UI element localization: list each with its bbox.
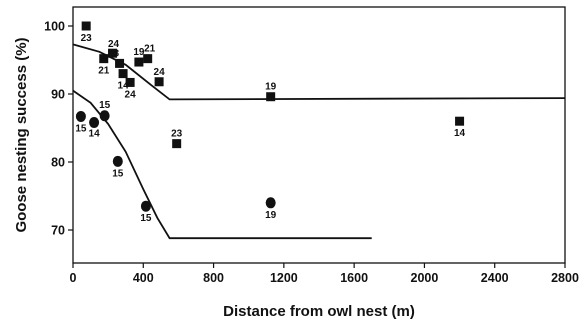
y-tick-label: 70 <box>51 224 65 238</box>
data-label: 14 <box>89 129 101 140</box>
square-point <box>455 116 465 126</box>
y-tick-label: 80 <box>51 156 65 170</box>
square-point <box>115 58 125 68</box>
y-tick-label: 100 <box>44 20 65 34</box>
circle-point <box>140 200 151 212</box>
x-axis-title: Distance from owl nest (m) <box>223 303 415 320</box>
data-label: 19 <box>265 82 277 93</box>
data-label: 23 <box>171 129 183 140</box>
square-point <box>118 69 128 79</box>
square-point <box>143 54 153 64</box>
x-tick-label: 800 <box>203 271 224 285</box>
fit-lines <box>72 43 566 240</box>
square-point <box>99 54 109 64</box>
data-label: 18 <box>108 48 120 59</box>
data-label: 21 <box>98 66 110 77</box>
square-point <box>81 21 91 31</box>
data-label: 19 <box>265 210 277 221</box>
square-point <box>266 92 276 102</box>
x-axis-ticks: 0 400 800 1200 1600 2000 2400 2800 <box>70 263 579 285</box>
data-label: 15 <box>99 100 111 111</box>
data-label: 24 <box>125 89 137 100</box>
circle-point <box>265 197 276 209</box>
data-label: 24 <box>154 67 166 78</box>
data-label: 14 <box>118 81 130 92</box>
circle-point <box>112 155 123 167</box>
data-label: 23 <box>81 33 93 44</box>
data-label: 15 <box>75 123 87 134</box>
circle-point <box>89 117 100 129</box>
plot-frame <box>72 6 566 264</box>
y-axis-title: Goose nesting success (%) <box>13 37 30 232</box>
x-tick-label: 400 <box>133 271 154 285</box>
data-label: 19 <box>133 47 145 58</box>
data-label: 21 <box>144 44 156 55</box>
data-label: 15 <box>140 213 152 224</box>
data-label: 15 <box>112 168 124 179</box>
y-tick-label: 90 <box>51 88 65 102</box>
circle-point <box>99 110 110 122</box>
fit-line-square <box>72 43 566 101</box>
x-tick-label: 0 <box>70 271 77 285</box>
fit-line-circle <box>72 89 372 240</box>
square-point <box>172 139 182 149</box>
y-axis-ticks: 70 80 90 100 <box>44 20 73 238</box>
x-tick-label: 2000 <box>411 271 439 285</box>
square-point <box>125 77 135 87</box>
square-point <box>108 48 118 58</box>
x-tick-label: 2800 <box>551 271 579 285</box>
data-label: 24 <box>108 39 120 50</box>
x-tick-label: 1200 <box>270 271 298 285</box>
square-point <box>134 57 144 67</box>
x-tick-label: 2400 <box>481 271 509 285</box>
data-label: 14 <box>454 128 466 139</box>
square-point <box>154 77 164 87</box>
circle-point <box>75 110 86 122</box>
x-tick-label: 1600 <box>340 271 368 285</box>
data-points <box>75 21 465 212</box>
